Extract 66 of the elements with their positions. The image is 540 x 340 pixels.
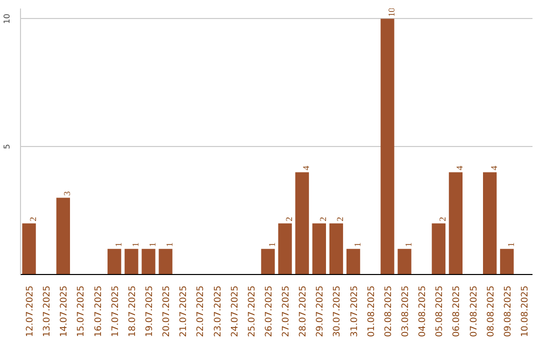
bar [398, 248, 412, 274]
x-tick-label: 28.07.2025 [298, 286, 309, 338]
x-tick-label: 19.07.2025 [145, 286, 155, 338]
bar [278, 223, 292, 274]
x-tick-label: 06.08.2025 [452, 286, 462, 338]
bar [483, 172, 497, 274]
x-tick-label: 12.07.2025 [26, 286, 36, 338]
bar [158, 248, 172, 274]
bar [142, 248, 156, 274]
data-label: 3 [62, 190, 72, 196]
data-label: 2 [28, 216, 38, 222]
x-tick-label: 09.08.2025 [503, 286, 514, 338]
bar [124, 248, 138, 274]
data-label: 1 [506, 242, 516, 247]
x-tick-label: 25.07.2025 [247, 286, 258, 338]
x-tick-label: 05.08.2025 [435, 286, 446, 338]
x-tick-label: 07.08.2025 [469, 286, 480, 338]
x-tick-label: 21.07.2025 [179, 286, 190, 338]
x-tick-label: 23.07.2025 [213, 286, 224, 338]
x-tick-label: 02.08.2025 [384, 286, 394, 338]
x-tick-label: 24.07.2025 [230, 286, 240, 338]
x-tick-label: 27.07.2025 [282, 286, 292, 338]
data-label: 1 [352, 242, 362, 247]
bar [56, 198, 70, 274]
data-label: 2 [284, 216, 294, 222]
bar [22, 223, 36, 274]
x-tick-label: 26.07.2025 [264, 286, 274, 338]
x-tick-label: 29.07.2025 [316, 286, 326, 338]
data-label: 1 [404, 242, 414, 247]
data-label: 1 [164, 242, 175, 247]
x-tick-label: 30.07.2025 [332, 286, 343, 338]
bar [380, 18, 394, 274]
bar [312, 223, 326, 274]
x-tick-label: 31.07.2025 [350, 286, 360, 338]
bar [329, 223, 344, 274]
x-tick-label: 18.07.2025 [128, 286, 138, 338]
data-label: 4 [301, 165, 312, 170]
x-tick-label: 17.07.2025 [110, 286, 121, 338]
x-tick-label: 22.07.2025 [196, 286, 206, 338]
x-tick-label: 15.07.2025 [76, 286, 87, 338]
bar [261, 248, 275, 274]
data-label: 1 [113, 242, 124, 247]
x-tick-label: 16.07.2025 [94, 286, 104, 338]
data-label: 2 [335, 216, 346, 222]
data-label: 2 [318, 216, 328, 222]
x-tick-label: 08.08.2025 [486, 286, 496, 338]
data-label: 4 [488, 165, 499, 170]
x-tick-label: 13.07.2025 [42, 286, 53, 338]
data-label: 1 [148, 242, 158, 247]
data-label: 1 [130, 242, 140, 247]
bar [448, 172, 463, 274]
bar [432, 223, 446, 274]
data-label: 4 [454, 165, 465, 170]
x-tick-label: 10.08.2025 [520, 286, 530, 338]
y-tick-label: 5 [2, 144, 12, 150]
bar [346, 248, 360, 274]
data-label: 2 [438, 216, 448, 222]
bar [108, 248, 122, 274]
data-label: 1 [266, 242, 277, 247]
bar [295, 172, 309, 274]
bar [500, 248, 514, 274]
x-tick-label: 03.08.2025 [401, 286, 411, 338]
x-tick-label: 20.07.2025 [162, 286, 172, 338]
x-tick-label: 01.08.2025 [366, 286, 377, 338]
x-tick-label: 04.08.2025 [418, 286, 428, 338]
x-tick-label: 14.07.2025 [60, 286, 70, 338]
